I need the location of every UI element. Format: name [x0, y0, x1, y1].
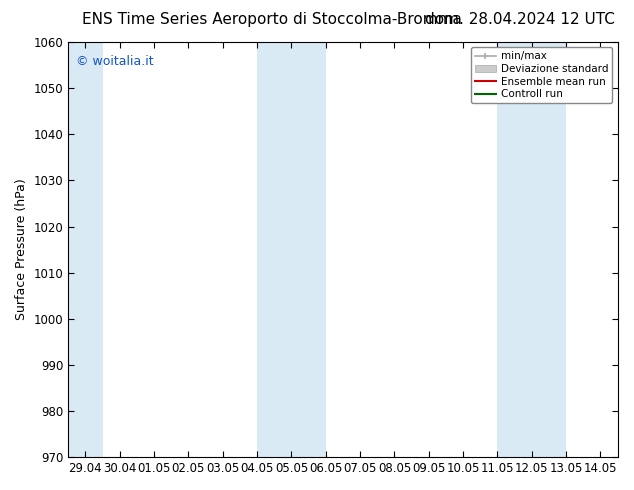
- Text: ENS Time Series Aeroporto di Stoccolma-Bromma: ENS Time Series Aeroporto di Stoccolma-B…: [82, 12, 462, 27]
- Bar: [498, 42, 566, 457]
- Text: dom. 28.04.2024 12 UTC: dom. 28.04.2024 12 UTC: [425, 12, 615, 27]
- Legend: min/max, Deviazione standard, Ensemble mean run, Controll run: min/max, Deviazione standard, Ensemble m…: [470, 47, 612, 103]
- Text: © woitalia.it: © woitalia.it: [77, 54, 154, 68]
- Bar: [68, 42, 103, 457]
- Bar: [257, 42, 326, 457]
- Y-axis label: Surface Pressure (hPa): Surface Pressure (hPa): [15, 179, 28, 320]
